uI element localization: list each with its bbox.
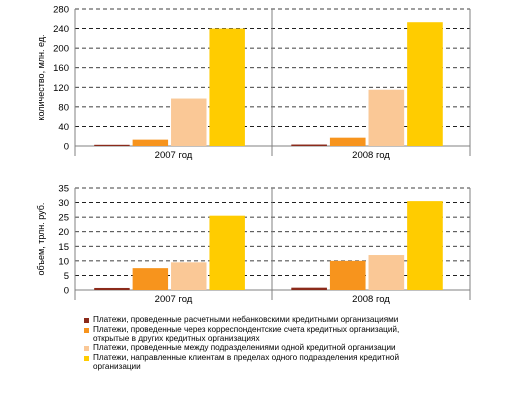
bar (171, 98, 207, 146)
y-tick-label: 120 (53, 83, 69, 94)
legend-item: Платежи, проведенные расчетными небанков… (84, 315, 414, 325)
y-tick-label: 15 (58, 242, 69, 253)
y-tick-label: 240 (53, 24, 69, 35)
bar (291, 144, 327, 146)
y-tick-label: 25 (58, 213, 69, 224)
bar (407, 22, 443, 146)
bar (407, 201, 443, 290)
legend-item: Платежи, проведенные через корреспондент… (84, 324, 414, 344)
y-tick-label: 5 (64, 271, 69, 282)
legend-label: Платежи, проведенные расчетными небанков… (93, 315, 399, 324)
y-tick-label: 160 (53, 63, 69, 74)
y-tick-label: 30 (58, 198, 69, 209)
bar (132, 139, 169, 146)
panel-label: 2007 год (155, 294, 193, 305)
legend-swatch (84, 346, 89, 352)
legend-swatch (84, 356, 89, 362)
legend: Платежи, проведенные расчетными небанков… (84, 315, 414, 373)
bar (94, 144, 130, 146)
panel-label: 2008 год (352, 294, 390, 305)
legend-item: Платежи, направленные клиентам в предела… (84, 353, 414, 372)
y-tick-label: 80 (58, 102, 69, 113)
bar (209, 215, 245, 290)
y-tick-label: 0 (64, 142, 69, 153)
y-tick-label: 200 (53, 44, 69, 55)
y-axis-label: количество, млн. ед. (36, 34, 46, 120)
y-tick-label: 35 (58, 184, 69, 195)
y-tick-label: 40 (58, 122, 69, 133)
bar (291, 287, 327, 290)
legend-label: Платежи, проведенные через корреспондент… (93, 324, 400, 343)
legend-swatch (84, 327, 89, 333)
legend-swatch (84, 318, 89, 323)
y-tick-label: 280 (53, 5, 69, 16)
bar (209, 28, 245, 147)
panel-label: 2008 год (352, 150, 390, 161)
legend-label: Платежи, направленные клиентам в предела… (93, 353, 400, 371)
y-tick-label: 20 (58, 227, 69, 238)
y-tick-label: 0 (64, 286, 69, 297)
bar (368, 255, 405, 290)
bar (94, 287, 130, 290)
y-tick-label: 10 (58, 256, 69, 267)
bar (329, 260, 366, 290)
legend-item: Платежи, проведенные между подразделения… (84, 343, 414, 353)
bar (171, 262, 207, 290)
legend-label: Платежи, проведенные между подразделения… (93, 343, 396, 353)
panel-label: 2007 год (155, 150, 193, 161)
bar (329, 137, 366, 146)
y-axis-label: объем, трлн. руб. (36, 203, 46, 276)
bar (132, 268, 169, 290)
bar (368, 89, 405, 146)
